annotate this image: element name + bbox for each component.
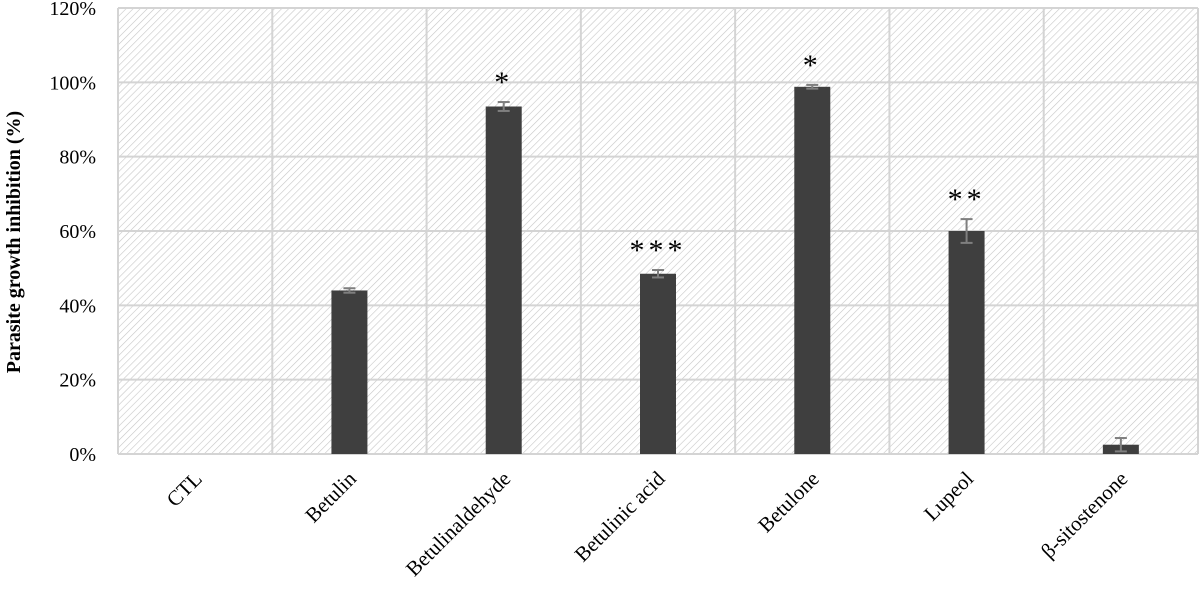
x-tick-label: Betulin	[300, 466, 361, 527]
x-axis-labels: CTL Betulin Betulinaldehyde Betulinic acid B…	[162, 466, 1133, 581]
x-tick-label: Betulinic acid	[570, 466, 670, 566]
significance-label: ***	[630, 234, 687, 267]
significance-label: **	[948, 183, 986, 216]
y-tick-label: 60%	[59, 221, 96, 243]
y-tick-label: 100%	[49, 72, 96, 94]
bar	[485, 106, 522, 454]
significance-label: *	[494, 66, 513, 99]
y-axis-label: Parasite growth inhibition (%)	[3, 111, 25, 373]
bars	[331, 86, 1139, 454]
y-axis-ticks: 0% 20% 40% 60% 80% 100% 120%	[49, 0, 96, 466]
x-tick-label: Betulinaldehyde	[401, 467, 515, 581]
x-tick-label: β-sitostenone	[1036, 467, 1132, 563]
y-tick-label: 20%	[59, 370, 96, 392]
y-tick-label: 0%	[69, 444, 96, 466]
bar	[948, 231, 985, 454]
significance-label: *	[803, 49, 822, 82]
y-tick-label: 120%	[49, 0, 96, 20]
bar	[331, 290, 368, 454]
bar	[794, 86, 831, 454]
significance-annotations: *******	[494, 49, 986, 267]
bar	[640, 273, 676, 454]
y-tick-label: 40%	[59, 295, 96, 317]
x-tick-label: Betulone	[753, 467, 824, 538]
error-bars	[343, 83, 1127, 453]
x-tick-label: Lupeol	[919, 466, 978, 525]
x-tick-label: CTL	[162, 467, 207, 512]
y-tick-label: 80%	[59, 147, 96, 169]
